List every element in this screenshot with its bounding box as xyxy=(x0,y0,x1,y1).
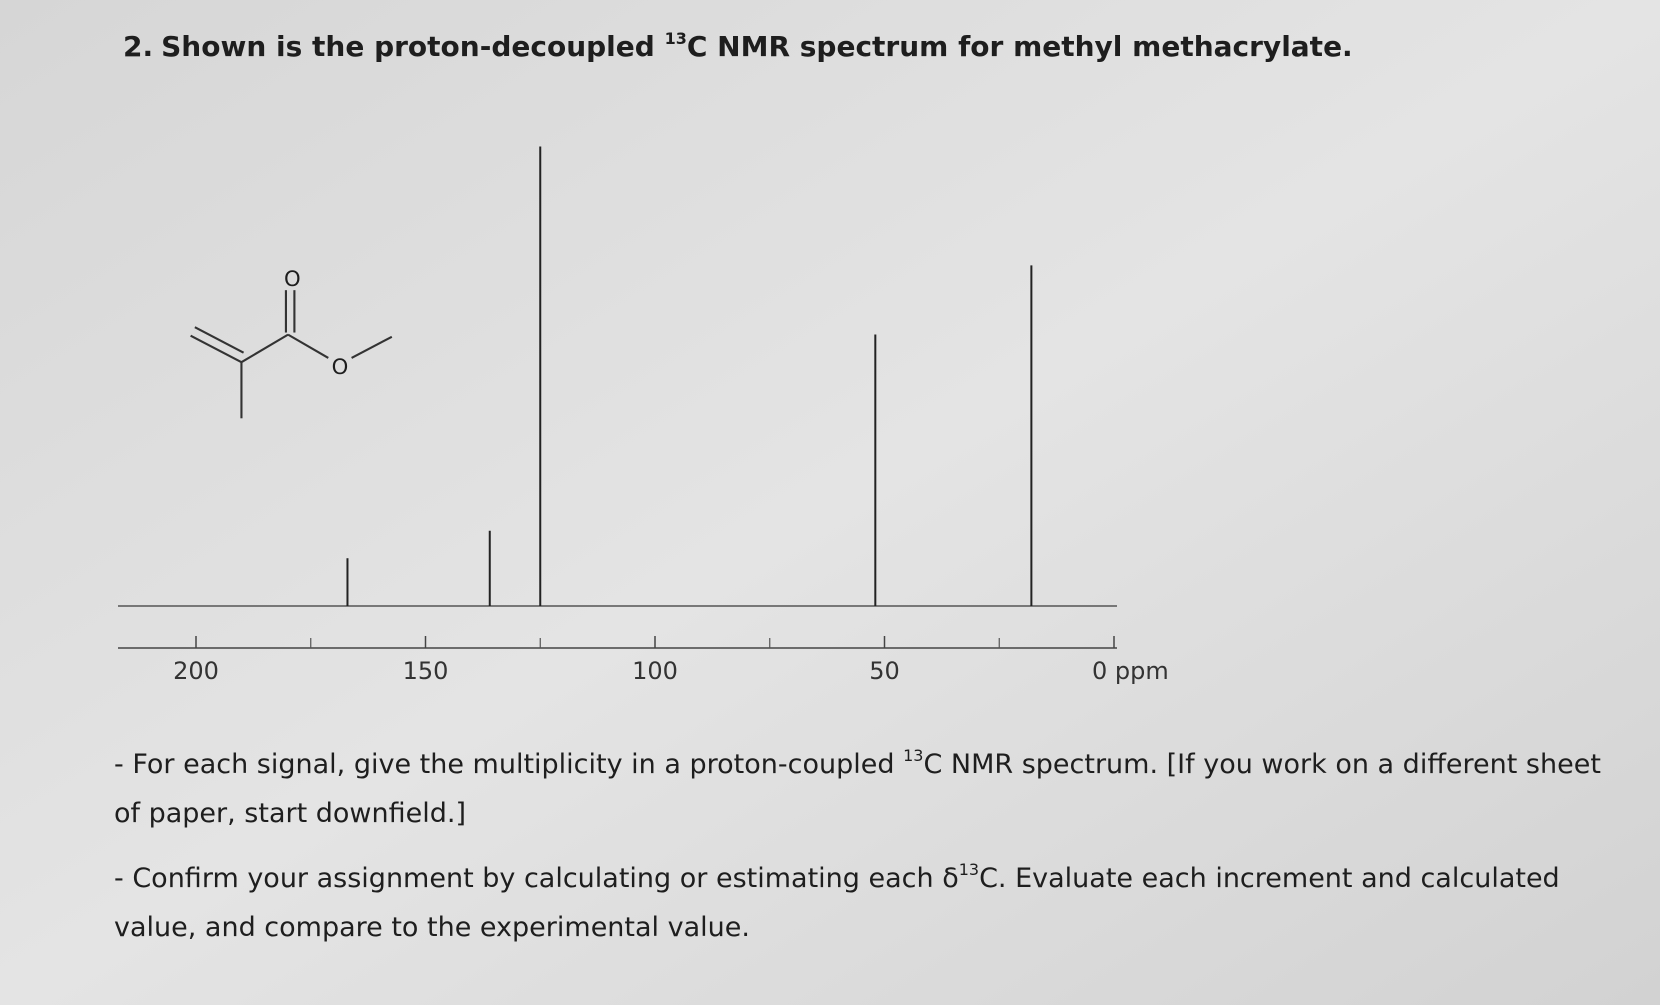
question-number: 2. xyxy=(123,30,153,63)
atom-label: O xyxy=(284,266,301,291)
superscript: 13 xyxy=(903,746,923,765)
x-tick-label: 0 ppm xyxy=(1092,657,1169,685)
superscript: 13 xyxy=(959,860,979,879)
bond xyxy=(190,334,242,364)
text-run: C. Evaluate each increment and calculate… xyxy=(979,863,1560,894)
superscript: 13 xyxy=(665,29,687,48)
instruction-line: value, and compare to the experimental v… xyxy=(114,912,750,943)
text-run: - Confirm your assignment by calculating… xyxy=(114,863,959,894)
x-tick-label: 50 xyxy=(869,657,900,685)
bond xyxy=(194,326,245,354)
text-run: value, and compare to the experimental v… xyxy=(114,912,750,943)
molecule: O O xyxy=(190,266,393,419)
bond xyxy=(351,335,393,359)
text-run: C NMR spectrum. [If you work on a differ… xyxy=(923,749,1600,780)
x-tick-label: 200 xyxy=(173,657,219,685)
text-run: Shown is the proton-decoupled xyxy=(161,30,664,63)
instruction-line: - Confirm your assignment by calculating… xyxy=(114,860,1560,894)
question-title: 2. Shown is the proton-decoupled 13C NMR … xyxy=(123,29,1353,63)
text-run: C NMR spectrum for methyl methacrylate. xyxy=(687,30,1353,63)
instruction-line: - For each signal, give the multiplicity… xyxy=(114,746,1601,780)
instruction-line: of paper, start downfield.] xyxy=(114,798,466,829)
x-tick-label: 150 xyxy=(403,657,449,685)
text-run: of paper, start downfield.] xyxy=(114,798,466,829)
bond xyxy=(240,333,289,364)
text-run: - For each signal, give the multiplicity… xyxy=(114,749,903,780)
bond xyxy=(287,333,329,359)
atom-label: O xyxy=(332,354,349,379)
x-tick-label: 100 xyxy=(632,657,678,685)
